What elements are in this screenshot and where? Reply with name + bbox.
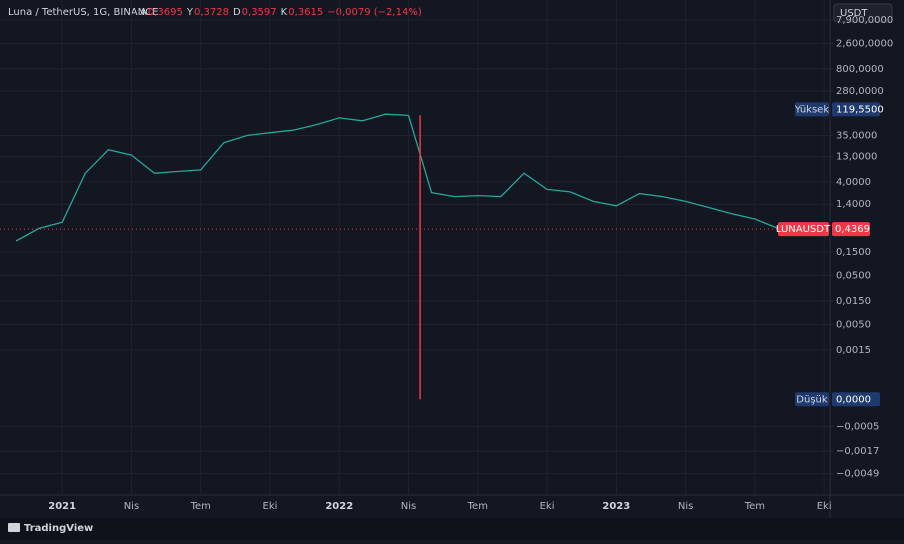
ohlc-key: D: [233, 7, 241, 18]
x-tick-label: Eki: [263, 501, 278, 512]
y-tick-label: −0,0005: [836, 422, 879, 433]
x-tick-label: 2023: [602, 501, 630, 512]
branding: TradingView: [24, 523, 93, 534]
currency-label[interactable]: USDT: [840, 8, 868, 19]
y-tick-label: 0,0500: [836, 270, 871, 281]
marker-label: Düşük: [796, 394, 828, 405]
y-tick-label: −0,0049: [836, 469, 879, 480]
y-tick-label: −0,0017: [836, 446, 879, 457]
ohlc-key: Y: [186, 7, 194, 18]
x-tick-label: Tem: [190, 501, 211, 512]
x-tick-label: 2022: [325, 501, 353, 512]
x-tick-label: Eki: [540, 501, 555, 512]
ohlc-value: 0,3597: [242, 7, 277, 18]
ohlc-value: 0,3615: [288, 7, 323, 18]
x-tick-label: 2021: [48, 501, 76, 512]
ohlc: A 0,3695 Y 0,3728 D 0,3597 K 0,3615 −0,0079 (−2,…: [140, 7, 422, 18]
x-tick-label: Tem: [744, 501, 765, 512]
last-price-value: 0,4369: [835, 224, 870, 235]
marker-tag: [795, 392, 829, 407]
y-tick-label: 0,0050: [836, 319, 871, 330]
marker-value-box: [832, 102, 880, 117]
ohlc-change: −0,0079 (−2,14%): [327, 7, 422, 18]
last-price-tag: [778, 222, 829, 237]
price-line: [15, 113, 779, 242]
marker-value: 119,5500: [836, 104, 884, 115]
y-tick-label: 0,0150: [836, 296, 871, 307]
footer-bar: [0, 518, 904, 540]
ohlc-value: 0,3728: [194, 7, 229, 18]
x-tick-label: Nis: [401, 501, 416, 512]
marker-label: Yüksek: [794, 104, 829, 115]
y-tick-label: 2,600,0000: [836, 39, 893, 50]
x-tick-label: Eki: [817, 501, 832, 512]
x-tick-label: Nis: [678, 501, 693, 512]
symbol: Luna / TetherUS, 1G, BINANCE: [8, 7, 158, 18]
x-tick-label: Tem: [467, 501, 488, 512]
ohlc-value: 0,3695: [148, 7, 183, 18]
y-tick-label: 800,0000: [836, 64, 884, 75]
y-tick-label: 0,1500: [836, 247, 871, 258]
ohlc-key: A: [140, 7, 147, 18]
y-tick-label: 0,0015: [836, 345, 871, 356]
y-tick-label: 4,0000: [836, 177, 871, 188]
last-price-box: [832, 222, 870, 237]
last-price-series: LUNAUSDT: [776, 224, 831, 235]
y-tick-label: 1,4000: [836, 199, 871, 210]
logo: [8, 523, 20, 532]
x-tick-label: Nis: [124, 501, 139, 512]
marker-tag: [795, 102, 829, 117]
y-tick-label: 13,0000: [836, 152, 877, 163]
y-tick-label: 35,0000: [836, 131, 877, 142]
ohlc-key: K: [281, 7, 288, 18]
marker-value-box: [832, 392, 880, 407]
y-tick-label: 7,900,0000: [836, 15, 893, 26]
y-tick-label: 280,0000: [836, 86, 884, 97]
marker-value: 0,0000: [836, 394, 871, 405]
currency-button[interactable]: [833, 3, 893, 23]
